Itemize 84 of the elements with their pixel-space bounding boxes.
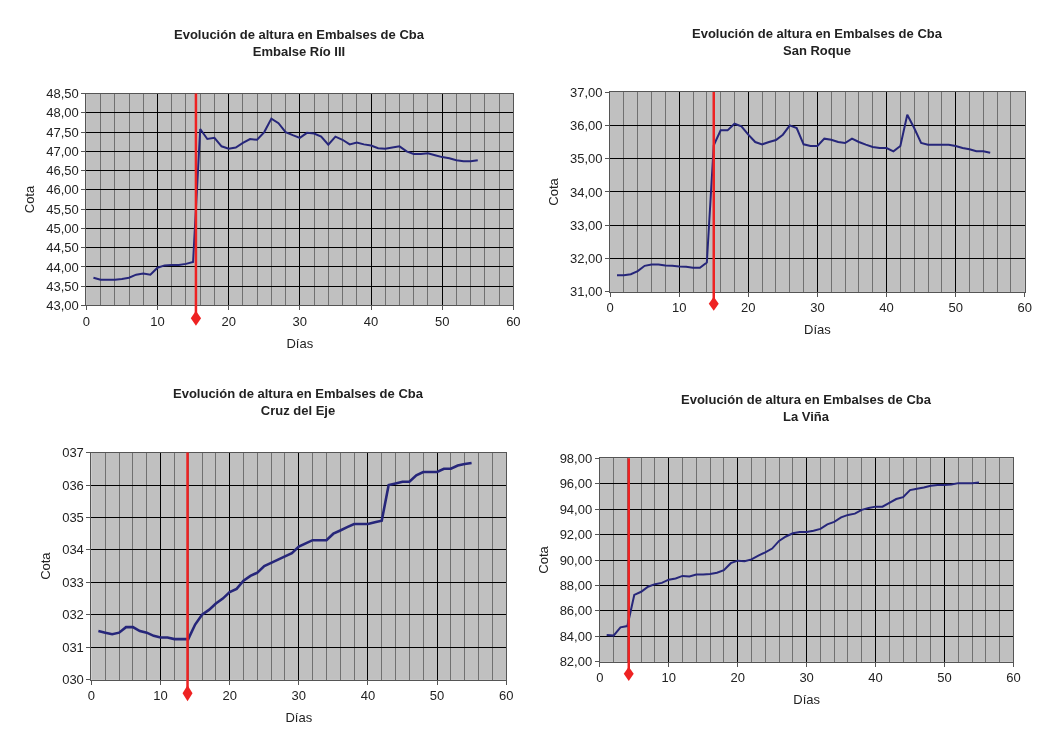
chart-subtitle: Embalse Río III <box>252 43 346 59</box>
y-axis-title: Cota <box>38 551 54 580</box>
y-tick-label: 037 <box>62 445 84 461</box>
x-tick-label: 40 <box>868 670 883 686</box>
y-tick-label: 030 <box>62 672 84 688</box>
y-axis-title: Cota <box>545 177 561 206</box>
y-tick-label: 98,00 <box>559 450 593 466</box>
chart-title: Evolución de altura en Embalses de Cba <box>692 26 943 41</box>
y-tick-label: 33,00 <box>569 217 603 233</box>
y-tick-label: 031 <box>62 639 84 655</box>
y-tick-label: 32,00 <box>569 251 603 267</box>
y-tick-label: 47,00 <box>46 143 79 159</box>
y-tick-label: 37,00 <box>569 84 603 100</box>
y-tick-label: 45,00 <box>46 220 79 236</box>
y-tick-label: 033 <box>62 574 84 590</box>
y-axis-title: Cota <box>22 185 38 214</box>
x-tick-label: 60 <box>506 314 521 330</box>
x-tick-label: 10 <box>661 670 676 686</box>
x-axis-title: Días <box>285 709 313 725</box>
y-tick-label: 86,00 <box>559 603 593 619</box>
y-tick-label: 84,00 <box>559 628 593 644</box>
chart-subtitle: San Roque <box>783 42 851 58</box>
y-tick-label: 44,50 <box>46 240 79 256</box>
x-tick-label: 60 <box>1017 300 1033 316</box>
y-tick-label: 96,00 <box>559 476 593 492</box>
x-tick-label: 50 <box>434 314 450 330</box>
x-tick-label: 20 <box>741 300 756 316</box>
y-tick-label: 92,00 <box>559 527 593 543</box>
x-tick-label: 0 <box>82 314 90 330</box>
y-tick-label: 31,00 <box>569 284 603 300</box>
x-tick-label: 0 <box>596 670 604 686</box>
x-axis-title: Días <box>793 691 821 707</box>
y-tick-label: 46,00 <box>46 182 79 198</box>
y-tick-label: 035 <box>62 510 84 526</box>
y-tick-label: 88,00 <box>559 577 593 593</box>
x-tick-label: 30 <box>292 314 308 330</box>
y-tick-label: 35,00 <box>569 151 603 167</box>
y-tick-label: 82,00 <box>559 654 593 670</box>
x-tick-label: 60 <box>1006 670 1021 686</box>
x-tick-label: 60 <box>498 688 514 704</box>
x-tick-label: 10 <box>671 300 687 316</box>
chart-title: Evolución de altura en Embalses de Cba <box>681 392 932 407</box>
y-tick-label: 94,00 <box>559 501 593 517</box>
line-series <box>92 117 479 281</box>
chart-subtitle: La Viña <box>782 408 830 424</box>
chart-title: Evolución de altura en Embalses de Cba <box>174 27 425 42</box>
x-tick-label: 0 <box>606 300 614 316</box>
y-tick-label: 46,50 <box>46 163 79 179</box>
x-tick-label: 30 <box>810 300 825 316</box>
y-tick-label: 44,00 <box>46 259 79 275</box>
x-tick-label: 0 <box>87 688 96 704</box>
x-axis-title: Días <box>804 321 832 337</box>
y-tick-label: 48,00 <box>46 105 79 121</box>
y-tick-label: 032 <box>62 607 84 623</box>
chart-title: Evolución de altura en Embalses de Cba <box>173 386 424 401</box>
x-tick-label: 30 <box>291 688 307 704</box>
x-tick-label: 40 <box>360 688 376 704</box>
x-tick-label: 10 <box>153 688 168 704</box>
x-tick-label: 20 <box>221 314 236 330</box>
chart-subtitle: Cruz del Eje <box>260 402 336 418</box>
y-tick-label: 43,50 <box>46 278 79 294</box>
x-tick-label: 10 <box>150 314 165 330</box>
y-tick-label: 034 <box>62 542 84 558</box>
y-tick-label: 43,00 <box>46 298 79 314</box>
x-tick-label: 40 <box>363 314 379 330</box>
x-tick-label: 40 <box>879 300 894 316</box>
x-axis-title: Días <box>286 335 314 351</box>
y-tick-label: 48,50 <box>46 86 79 102</box>
y-tick-label: 36,00 <box>569 117 603 133</box>
x-tick-label: 30 <box>799 670 814 686</box>
y-axis-title: Cota <box>535 545 551 574</box>
y-tick-label: 45,50 <box>46 201 79 217</box>
line-series <box>97 461 473 641</box>
x-tick-label: 20 <box>222 688 237 704</box>
x-tick-label: 50 <box>937 670 952 686</box>
y-tick-label: 036 <box>62 477 84 493</box>
x-tick-label: 50 <box>948 300 963 316</box>
line-series <box>605 481 980 637</box>
y-tick-label: 34,00 <box>569 184 603 200</box>
x-tick-label: 50 <box>429 688 445 704</box>
y-tick-label: 47,50 <box>46 124 79 140</box>
line-series <box>615 113 992 277</box>
x-tick-label: 20 <box>730 670 745 686</box>
y-tick-label: 90,00 <box>559 552 593 568</box>
